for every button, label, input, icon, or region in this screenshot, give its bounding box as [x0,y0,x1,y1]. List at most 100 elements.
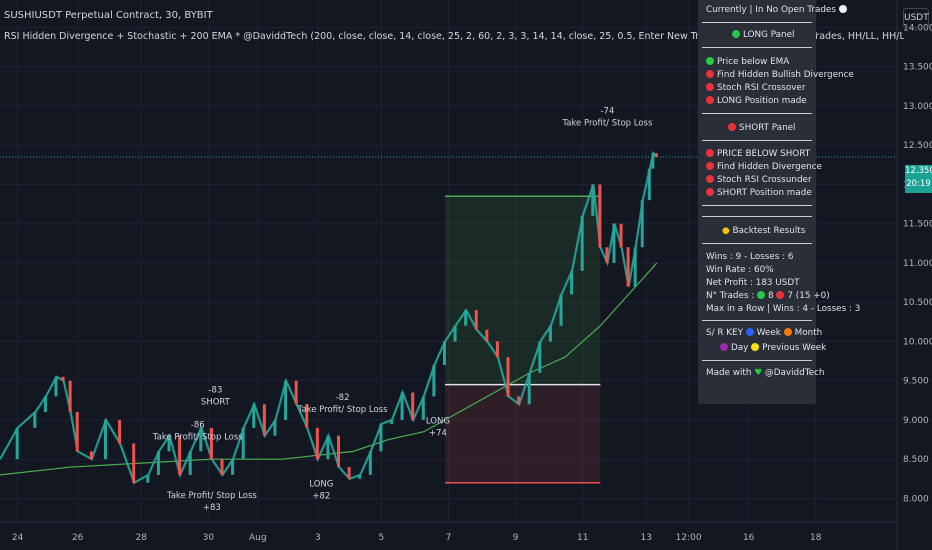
ema-200-line [0,262,658,476]
max-in-row: Max in a Row | Wins : 4 - Losses : 3 [706,304,861,314]
candle [231,459,235,475]
long-item-4: LONG Position made [706,96,807,106]
candle [633,247,637,287]
candle [273,419,277,436]
long-dot-icon [757,291,765,299]
annotation-sublabel: +83 [203,503,221,513]
prev-week-dot-icon [751,343,760,351]
candle [89,451,93,460]
y-tick-label: 13.500 [903,63,932,73]
candle [421,396,425,420]
red-dot-icon [706,70,714,78]
short-item-3: Stoch RSI Crossunder [706,175,812,185]
short-panel-title: SHORT Panel [728,123,796,133]
candle [598,184,602,248]
short-item-4: SHORT Position made [706,188,812,198]
candle [315,427,319,460]
candle [619,223,623,248]
long-item-1: Price below EMA [706,57,789,67]
x-tick-label: 11 [577,533,588,543]
candle [54,376,58,397]
candle [612,223,616,263]
x-tick-label: 13 [641,533,652,543]
candle [15,427,19,460]
y-tick-label: 10.000 [903,337,932,347]
long-item-2: Find Hidden Bullish Divergence [706,70,854,80]
candle [517,396,521,405]
x-tick-label: 5 [379,533,385,543]
candle [347,467,351,479]
candle [43,396,47,413]
candle [368,451,372,475]
trade-count: N° Trades : 8 7 (15 +0) [706,291,830,301]
candle [570,270,574,295]
annotation-label: LONG [426,417,450,427]
short-item-1: PRICE BELOW SHORT [706,149,810,159]
red-dot-icon [706,96,714,104]
status-dot-icon [838,5,847,13]
candle [400,392,404,420]
short-item-2: Find Hidden Divergence [706,162,822,172]
annotation-label: LONG [309,479,333,489]
backtest-title: ● Backtest Results [722,226,806,236]
candle [527,372,531,405]
net-profit: Net Profit : 183 USDT [706,278,800,288]
candle [220,459,224,475]
week-dot-icon [745,328,754,336]
x-tick-label: 7 [446,533,452,543]
candle [103,419,107,460]
wins-losses: Wins : 9 - Losses : 6 [706,252,794,262]
candle [464,310,468,326]
candle [241,427,245,460]
y-tick-label: 8.500 [903,455,929,465]
red-dot-icon [706,149,714,157]
candle [167,435,171,452]
current-price-label: 12.350 20:19 [905,165,932,193]
annotation-label: -86 [191,421,205,431]
y-tick-label: 10.500 [903,298,932,308]
indicator-legend[interactable]: RSI Hidden Divergence + Stochastic + 200… [4,31,904,42]
annotation-sublabel: +82 [312,491,330,501]
candle [379,423,383,452]
y-tick-label: 9.000 [903,416,929,426]
candle [178,435,182,475]
candle [651,153,655,169]
strategy-panel: Currently | In No Open Trades LONG Panel… [698,0,860,404]
candle [337,435,341,468]
candle [156,451,160,475]
candle [654,153,658,157]
short-dot-icon [728,123,736,131]
candle [506,357,510,397]
candle [305,404,309,428]
x-tick-label: 18 [810,533,822,543]
y-tick-label: 14.000 [903,23,932,33]
candle [61,376,65,381]
x-tick-label: 30 [203,533,215,543]
candle [591,184,595,216]
credits: Made with ♥ @DaviddTech [706,368,825,378]
green-dot-icon [706,57,714,65]
long-dot-icon [732,30,740,38]
candle [559,294,563,326]
currency-button[interactable]: USDT [903,8,929,28]
y-tick-label: 11.500 [903,220,932,230]
annotation-label: Take Profit/ Stop Loss [166,491,258,501]
annotation-label: -82 [336,393,350,403]
candle [485,329,489,342]
x-tick-label: 24 [12,533,24,543]
heart-icon: ♥ [754,368,763,378]
day-dot-icon [720,343,728,351]
sr-key-row: S/ R KEY Week Month [706,328,823,338]
candle [442,341,446,366]
panel-status: Currently | In No Open Trades [706,5,850,15]
candle [252,404,256,428]
long-panel-title: LONG Panel [732,30,794,40]
annotation-sublabel: Take Profit/ Stop Loss [297,405,389,415]
y-tick-label: 12.500 [903,141,932,151]
candle [411,392,415,420]
candle [188,451,192,475]
y-tick-label: 13.000 [903,102,932,112]
x-tick-label: 12:00 [676,533,702,543]
candle [389,419,393,424]
candle [640,200,644,248]
